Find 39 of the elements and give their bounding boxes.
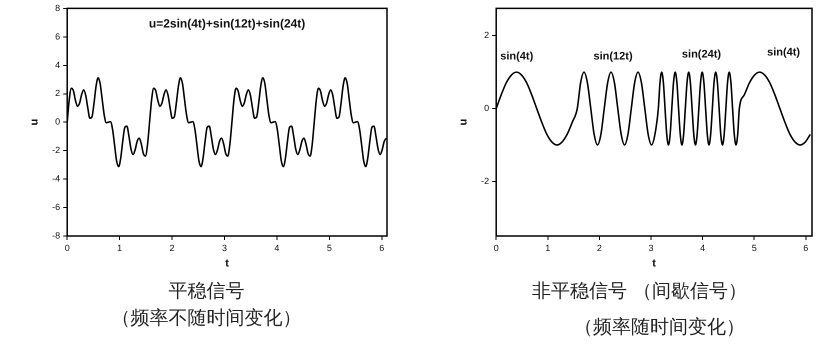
annotation: u=2sin(4t)+sin(12t)+sin(24t) — [148, 16, 306, 31]
y-tick-label: -2 — [481, 176, 490, 186]
y-tick-label: -2 — [52, 145, 60, 156]
text: （频率不随时间变化） — [110, 306, 302, 331]
y-tick-label: -6 — [52, 202, 60, 212]
x-axis-title: t — [652, 257, 656, 270]
x-tick-label: 6 — [803, 242, 808, 253]
text: 非平稳信号 （间歇信号） — [530, 279, 748, 304]
x-tick-label: 1 — [545, 242, 550, 253]
y-tick-label: 4 — [55, 60, 60, 70]
x-tick-label: 0 — [64, 242, 70, 253]
x-tick-label: 2 — [170, 242, 175, 253]
annotation: sin(24t) — [682, 48, 722, 60]
y-tick-label: 0 — [55, 116, 60, 127]
annotation: sin(4t) — [767, 46, 800, 58]
y-tick-label: 6 — [55, 31, 60, 42]
x-tick-label: 0 — [494, 242, 499, 253]
text: 平稳信号 — [168, 279, 246, 304]
x-tick-label: 4 — [700, 242, 706, 253]
y-axis-title: u — [28, 118, 41, 126]
x-tick-label: 2 — [596, 242, 602, 253]
y-axis-title: u — [458, 118, 470, 126]
annotation: sin(12t) — [593, 50, 633, 62]
text: （频率随时间变化） — [573, 315, 746, 340]
x-tick-label: 1 — [117, 242, 122, 253]
x-tick-label: 4 — [274, 242, 280, 253]
annotation: sin(4t) — [500, 50, 534, 62]
y-tick-label: -8 — [52, 230, 60, 240]
x-axis-title: t — [225, 257, 230, 270]
y-tick-label: 8 — [55, 2, 60, 13]
y-tick-label: -4 — [52, 174, 60, 184]
x-tick-label: 3 — [222, 242, 227, 253]
y-tick-label: 0 — [484, 103, 490, 114]
y-tick-label: 2 — [55, 88, 60, 98]
x-tick-label: 6 — [379, 242, 384, 253]
x-tick-label: 3 — [648, 242, 654, 253]
y-tick-label: 2 — [484, 30, 490, 40]
x-tick-label: 5 — [326, 242, 332, 253]
x-tick-label: 5 — [752, 242, 757, 253]
